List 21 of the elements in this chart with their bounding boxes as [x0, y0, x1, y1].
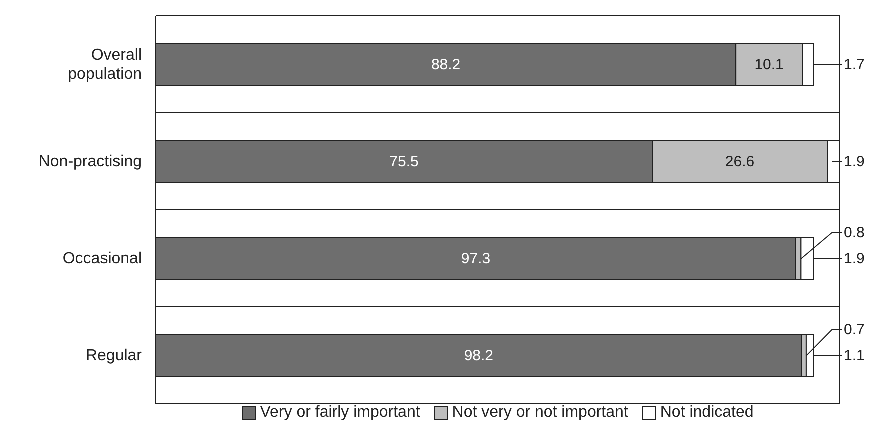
- data-label: 1.1: [844, 348, 865, 364]
- legend-label: Not indicated: [660, 404, 754, 422]
- data-label: 10.1: [754, 56, 784, 74]
- data-label: 0.8: [844, 224, 865, 242]
- data-label: 98.2: [464, 348, 494, 364]
- y-tick-label: Occasional: [62, 250, 142, 268]
- bar: [156, 334, 802, 378]
- data-label: 1.9: [844, 154, 865, 170]
- data-label: 1.7: [844, 56, 865, 74]
- data-label: 0.7: [844, 322, 865, 338]
- y-tick-label: Regular: [86, 348, 143, 364]
- data-label: 75.5: [390, 154, 419, 170]
- bar: [156, 238, 796, 280]
- data-label: 97.3: [461, 250, 491, 268]
- legend-label: Very or fairly important: [260, 404, 420, 422]
- data-label: 88.2: [431, 56, 461, 74]
- legend-label: Not very or not important: [452, 404, 628, 422]
- data-label: 26.6: [725, 154, 755, 170]
- y-tick-label: Non-practising: [38, 154, 142, 170]
- y-tick-label: Overall population: [68, 47, 142, 83]
- data-label: 1.9: [844, 250, 865, 268]
